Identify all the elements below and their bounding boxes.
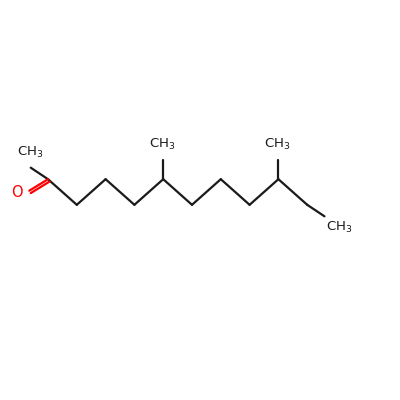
Text: CH$_3$: CH$_3$ <box>264 137 291 152</box>
Text: O: O <box>11 185 22 200</box>
Text: CH$_3$: CH$_3$ <box>326 220 353 235</box>
Text: CH$_3$: CH$_3$ <box>17 145 43 160</box>
Text: CH$_3$: CH$_3$ <box>149 137 176 152</box>
